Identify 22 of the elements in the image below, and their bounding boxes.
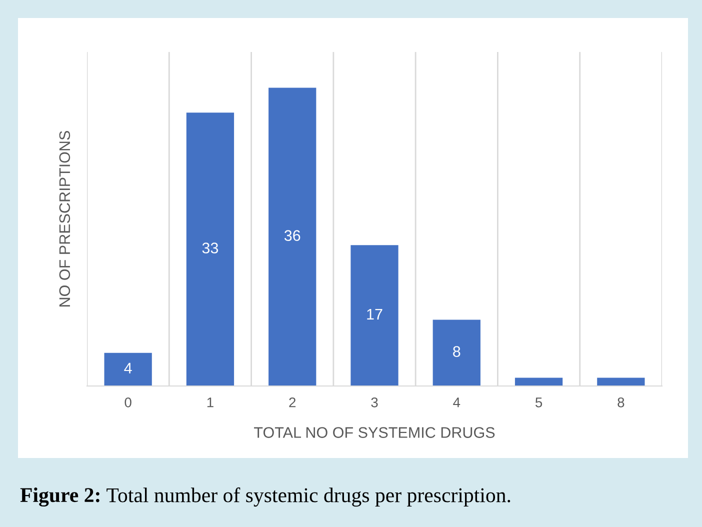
data-label: 8 (453, 346, 460, 357)
data-label: 4 (124, 362, 132, 374)
data-label: 33 (202, 242, 218, 254)
data-label: 17 (367, 309, 382, 320)
bar (432, 320, 480, 386)
bar (268, 88, 316, 386)
bar (186, 112, 234, 386)
x-axis-title: TOTAL NO OF SYSTEMIC DRUGS (254, 427, 495, 438)
x-tick-label: 0 (124, 397, 132, 408)
x-tick-label: 1 (207, 398, 214, 408)
x-tick-label: 4 (453, 398, 460, 408)
x-tick-label: 3 (371, 397, 378, 408)
bar (514, 378, 563, 386)
data-label: 36 (284, 230, 300, 241)
y-axis-title: NO OF PRESCRIPTIONS (59, 130, 70, 306)
bar (597, 378, 645, 386)
caption: Figure 2: Total number of systemic drugs per prescription. (20, 487, 510, 507)
bar (104, 352, 152, 386)
x-tick-label: 2 (289, 397, 296, 408)
x-tick-label: 5 (535, 398, 542, 408)
bar (350, 245, 398, 386)
x-tick-label: 8 (618, 397, 624, 408)
